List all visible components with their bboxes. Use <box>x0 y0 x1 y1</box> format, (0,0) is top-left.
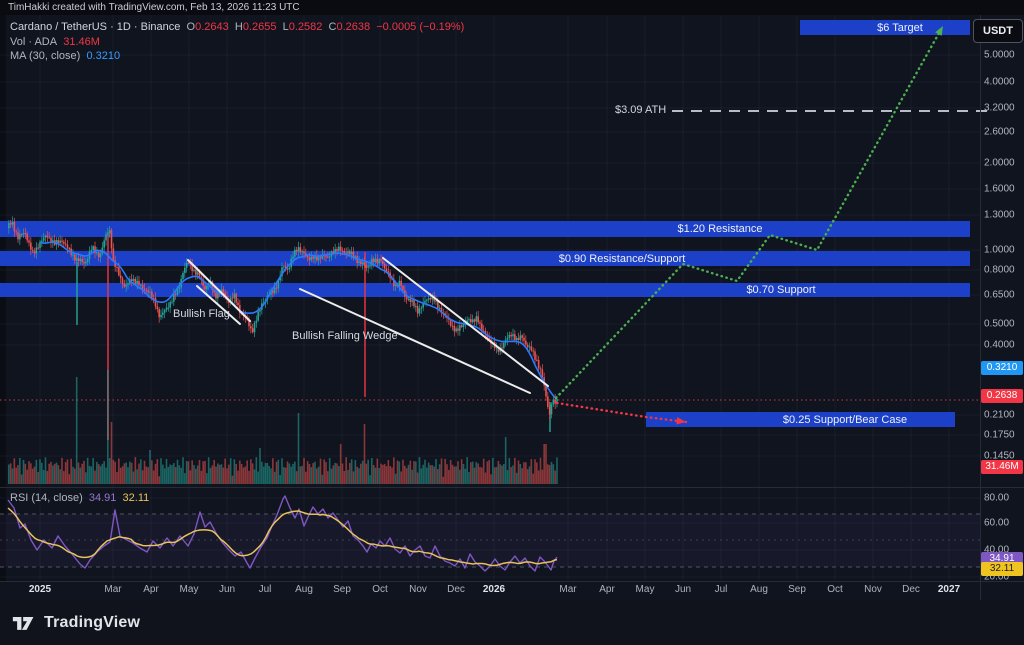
high-value: 0.2655 <box>242 21 277 33</box>
attribution-text: TimHakki created with TradingView.com, F… <box>8 2 300 13</box>
price-band[interactable]: $0.25 Support/Bear Case <box>646 412 955 427</box>
change-value: −0.0005 (−0.19%) <box>376 21 465 33</box>
time-axis-label: Dec <box>447 584 465 595</box>
time-axis-label: May <box>635 584 655 595</box>
time-axis-label: Nov <box>409 584 427 595</box>
price-axis-badge: 0.2638 <box>981 389 1023 403</box>
falling-wedge-annotation[interactable]: Bullish Falling Wedge <box>292 330 398 342</box>
price-axis-label: 4.0000 <box>984 76 1015 88</box>
pane-divider[interactable] <box>0 487 1024 488</box>
price-band[interactable]: $1.20 Resistance <box>0 221 970 237</box>
time-axis-label: Oct <box>372 584 388 595</box>
time-axis-label: Nov <box>864 584 882 595</box>
high-label: H <box>234 21 243 33</box>
tradingview-brand-text[interactable]: TradingView <box>44 613 141 631</box>
rsi-value: 34.91 <box>88 492 117 504</box>
price-axis-label: 1.0000 <box>984 244 1015 256</box>
price-axis-label: 1.6000 <box>984 183 1015 195</box>
close-label: C <box>328 21 337 33</box>
attribution-bar: TimHakki created with TradingView.com, F… <box>0 0 1024 15</box>
ma-legend-row[interactable]: MA (30, close) 0.3210 <box>10 50 120 62</box>
price-band[interactable]: $0.70 Support <box>0 283 970 297</box>
price-axis-label: 0.4000 <box>984 339 1015 351</box>
rsi-legend-row[interactable]: RSI (14, close) 34.91 32.11 <box>10 492 149 504</box>
currency-toggle-button[interactable]: USDT <box>973 19 1023 43</box>
price-axis-label: 0.8000 <box>984 264 1015 276</box>
tradingview-logo-icon[interactable] <box>12 613 36 633</box>
price-axis-label: 2.6000 <box>984 126 1015 138</box>
ma-label: MA (30, close) <box>10 50 81 62</box>
time-axis-label: Aug <box>750 584 768 595</box>
axis-divider <box>0 581 1024 582</box>
price-axis-label: 0.6500 <box>984 289 1015 301</box>
volume-value: 31.46M <box>63 36 100 48</box>
time-axis-label: Mar <box>559 584 577 595</box>
price-axis-label: 0.5000 <box>984 318 1015 330</box>
open-value: 0.2643 <box>195 21 229 33</box>
price-band-label: $6 Target <box>877 21 923 34</box>
time-axis-label: Oct <box>827 584 843 595</box>
price-axis-badge: 32.11 <box>981 562 1023 576</box>
time-axis-label: Apr <box>599 584 615 595</box>
price-band[interactable]: $0.90 Resistance/Support <box>0 251 970 266</box>
time-axis-label: Dec <box>902 584 920 595</box>
time-axis-label: May <box>179 584 199 595</box>
low-value: 0.2582 <box>288 21 323 33</box>
time-axis-label: Mar <box>104 584 122 595</box>
bullish-flag-annotation[interactable]: Bullish Flag <box>173 308 230 320</box>
time-axis-label: Jul <box>258 584 272 595</box>
price-axis-label: 0.1750 <box>984 429 1015 441</box>
rsi-axis-label: 20.00 <box>984 571 1010 583</box>
price-axis-divider <box>980 15 981 600</box>
volume-label: Vol · ADA <box>10 36 58 48</box>
close-value: 0.2638 <box>336 21 371 33</box>
time-axis-label: 2025 <box>28 584 52 595</box>
low-label: L <box>282 21 289 33</box>
rsi-axis-label: 60.00 <box>984 517 1010 529</box>
rsi-axis-label: 40.00 <box>984 544 1010 556</box>
price-axis-badge: 31.46M <box>981 460 1023 474</box>
price-band-label: $0.90 Resistance/Support <box>558 252 686 265</box>
time-axis-label: Aug <box>295 584 313 595</box>
price-axis-label: 2.0000 <box>984 157 1015 169</box>
volume-legend-row[interactable]: Vol · ADA 31.46M <box>10 36 100 48</box>
price-band[interactable]: $6 Target <box>800 20 970 35</box>
time-axis-label: Jun <box>674 584 692 595</box>
footer-bar: TradingView <box>0 600 1024 645</box>
time-axis-label: Jul <box>714 584 728 595</box>
ma-value: 0.3210 <box>86 50 121 62</box>
price-axis-label: 1.3000 <box>984 209 1015 221</box>
price-band-label: $1.20 Resistance <box>677 223 763 235</box>
time-axis-label: Apr <box>143 584 159 595</box>
open-label: O <box>186 21 196 33</box>
ath-annotation[interactable]: $3.09 ATH <box>615 104 667 116</box>
price-axis-badge: 0.3210 <box>981 361 1023 375</box>
time-axis-label: Sep <box>333 584 351 595</box>
price-axis-label: 0.1450 <box>984 450 1015 462</box>
rsi-label: RSI (14, close) <box>10 492 83 504</box>
time-axis-label: 2027 <box>937 584 961 595</box>
price-band-label: $0.70 Support <box>746 284 816 296</box>
time-axis-label: Sep <box>788 584 806 595</box>
left-margin <box>0 15 6 581</box>
price-band-label: $0.25 Support/Bear Case <box>782 413 908 426</box>
symbol-legend-row[interactable]: Cardano / TetherUS · 1D · Binance O0.264… <box>10 21 464 33</box>
price-axis-label: 5.0000 <box>984 49 1015 61</box>
time-axis-label: Jun <box>218 584 236 595</box>
time-axis-label: 2026 <box>482 584 506 595</box>
symbol-title[interactable]: Cardano / TetherUS · 1D · Binance <box>10 21 181 33</box>
price-axis-label: 0.2100 <box>984 409 1015 421</box>
rsi-axis-label: 80.00 <box>984 492 1010 504</box>
rsi-ma-value: 32.11 <box>122 492 150 504</box>
price-axis-label: 3.2000 <box>984 102 1015 114</box>
